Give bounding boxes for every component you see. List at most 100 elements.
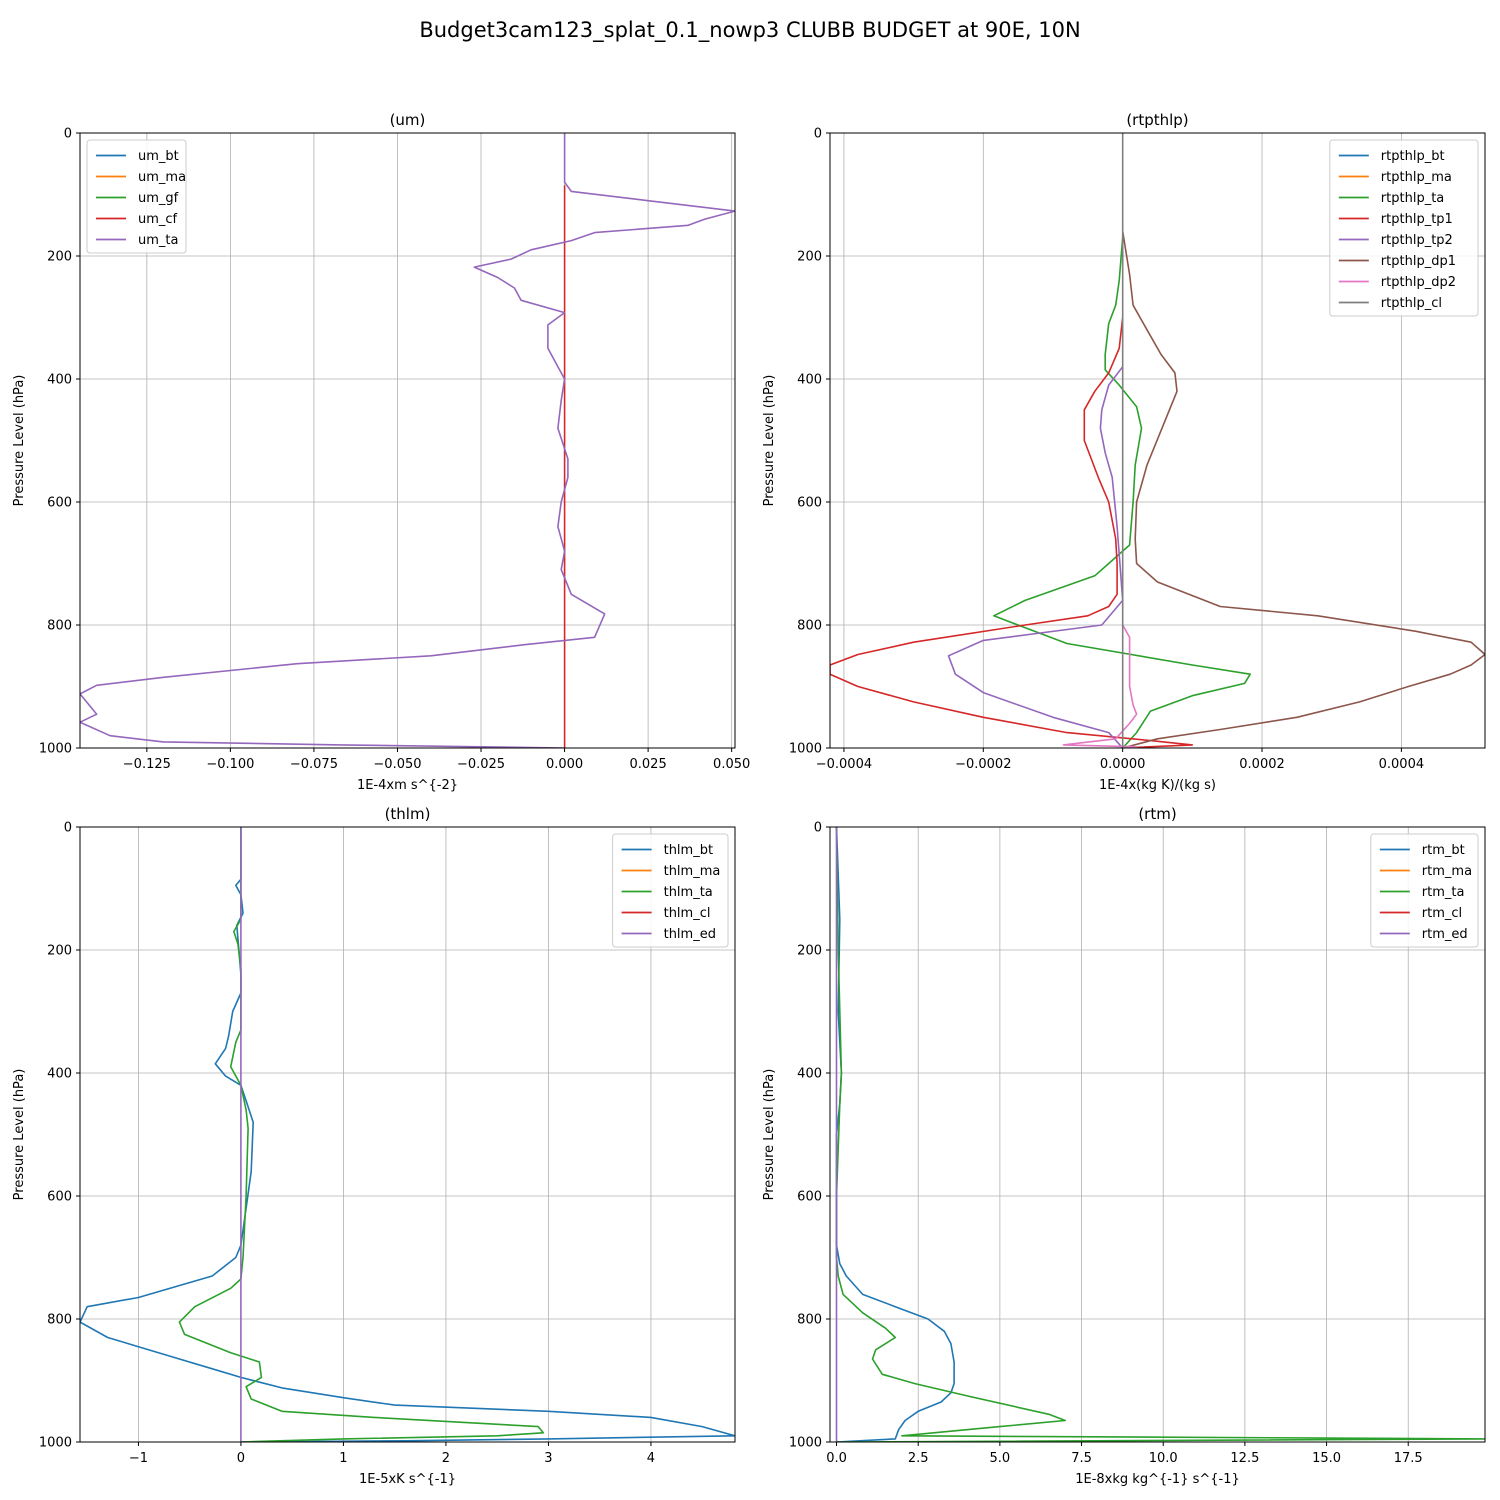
y-tick-label: 0 — [64, 127, 72, 142]
x-tick-label: −0.100 — [206, 757, 254, 772]
x-tick-label: 2 — [442, 1451, 450, 1466]
legend-label-rtpthlp_cl: rtpthlp_cl — [1381, 296, 1442, 311]
series-group — [80, 133, 735, 748]
x-tick-label: 17.5 — [1394, 1451, 1423, 1466]
legend-label-um_ma: um_ma — [138, 170, 186, 185]
x-tick-label: −0.025 — [457, 757, 505, 772]
series-group — [835, 827, 1485, 1442]
plot-frame — [829, 132, 1486, 749]
x-tick-label: 0.0002 — [1239, 757, 1285, 772]
x-tick-label: 4 — [647, 1451, 655, 1466]
y-tick-label: 200 — [47, 250, 72, 265]
y-tick-label: 800 — [47, 1313, 72, 1328]
series-group — [830, 133, 1485, 748]
series-line-thlm_ta — [178, 827, 545, 1442]
x-tick-label: 5.0 — [990, 1451, 1011, 1466]
y-axis-label: Pressure Level (hPa) — [12, 1069, 27, 1201]
chart-panel-2: −0.0004 −0.0002 0.0000 0.0002 0.0004 0 200 400 6… — [762, 111, 1486, 793]
y-axis-label: Pressure Level (hPa) — [762, 1069, 777, 1201]
y-tick-label: 600 — [47, 496, 72, 511]
figure-title: Budget3cam123_splat_0.1_nowp3 CLUBB BUDG… — [419, 18, 1080, 43]
legend-box — [1370, 833, 1479, 948]
legend-label-um_gf: um_gf — [138, 191, 179, 206]
chart-panel-3: −1 0 1 2 3 4 0 200 400 600 800 1000 (thlm) 1E-5xK s^{… — [12, 805, 736, 1487]
legend-label-rtpthlp_tp1: rtpthlp_tp1 — [1381, 212, 1453, 227]
y-tick-label: 1000 — [789, 742, 822, 757]
y-tick-label: 200 — [797, 944, 822, 959]
legend: rtpthlp_bt rtpthlp_ma rtpthlp_ta rtpthlp_tp… — [1329, 139, 1479, 317]
legend: rtm_bt rtm_ma rtm_ta rtm_cl rtm_ed — [1370, 833, 1479, 948]
series-line-rtpthlp_tp1 — [830, 317, 1194, 748]
x-tick-label: 0.025 — [630, 757, 667, 772]
legend-label-rtpthlp_tp2: rtpthlp_tp2 — [1381, 233, 1453, 248]
y-tick-label: 1000 — [789, 1436, 822, 1451]
y-tick-label: 800 — [797, 619, 822, 634]
series-line-rtpthlp_dp2 — [1062, 624, 1138, 748]
x-tick-label: 0.0 — [826, 1451, 847, 1466]
y-tick-label: 800 — [47, 619, 72, 634]
panel-title: (rtpthlp) — [1126, 111, 1188, 129]
x-tick-label: 12.5 — [1230, 1451, 1259, 1466]
series-line-rtm_ta — [835, 827, 1485, 1442]
x-tick-label: −0.050 — [373, 757, 421, 772]
x-tick-label: −1 — [129, 1451, 148, 1466]
legend-box — [86, 139, 187, 254]
x-tick-label: −0.075 — [290, 757, 338, 772]
legend-box — [612, 833, 729, 948]
plot-frame — [79, 132, 736, 749]
legend-label-thlm_ma: thlm_ma — [664, 864, 721, 879]
y-tick-label: 1000 — [39, 742, 72, 757]
legend-label-thlm_bt: thlm_bt — [664, 843, 713, 858]
x-tick-label: 3 — [544, 1451, 552, 1466]
x-tick-label: 0.000 — [546, 757, 583, 772]
y-tick-label: 600 — [47, 1190, 72, 1205]
chart-panel-1: −0.125 −0.100 −0.075 −0.050 −0.025 0.000 0.025… — [12, 111, 750, 793]
panel-title: (rtm) — [1138, 805, 1176, 823]
legend-label-rtpthlp_dp1: rtpthlp_dp1 — [1381, 254, 1456, 269]
x-tick-label: 0.0004 — [1379, 757, 1425, 772]
legend-label-um_cf: um_cf — [138, 212, 178, 227]
x-axis-label: 1E-4x(kg K)/(kg s) — [1099, 778, 1216, 793]
plot-frame — [829, 826, 1486, 1443]
legend-label-thlm_ed: thlm_ed — [664, 927, 716, 942]
y-tick-label: 600 — [797, 1190, 822, 1205]
x-tick-label: 1 — [339, 1451, 347, 1466]
x-tick-label: 0.0000 — [1100, 757, 1146, 772]
x-tick-label: 15.0 — [1312, 1451, 1341, 1466]
legend: um_bt um_ma um_gf um_cf um_ta — [86, 139, 187, 254]
legend-label-um_bt: um_bt — [138, 149, 179, 164]
series-line-um_ta — [80, 133, 735, 748]
panel-title: (thlm) — [385, 805, 431, 823]
x-tick-label: −0.0002 — [955, 757, 1011, 772]
legend-box — [1329, 139, 1479, 317]
legend-label-thlm_cl: thlm_cl — [664, 906, 711, 921]
y-axis-label: Pressure Level (hPa) — [12, 375, 27, 507]
y-tick-label: 400 — [797, 1067, 822, 1082]
y-tick-label: 400 — [797, 373, 822, 388]
y-tick-label: 0 — [64, 821, 72, 836]
legend-label-rtpthlp_bt: rtpthlp_bt — [1381, 149, 1445, 164]
legend-label-rtm_bt: rtm_bt — [1422, 843, 1465, 858]
panels: −0.125 −0.100 −0.075 −0.050 −0.025 0.000 0.025… — [12, 111, 1486, 1487]
x-tick-label: 0.050 — [713, 757, 750, 772]
legend-label-rtm_ed: rtm_ed — [1422, 927, 1468, 942]
x-axis-label: 1E-8xkg kg^{-1} s^{-1} — [1075, 1472, 1240, 1487]
y-axis-label: Pressure Level (hPa) — [762, 375, 777, 507]
legend-label-rtm_ta: rtm_ta — [1422, 885, 1465, 900]
plot-frame — [79, 826, 736, 1443]
legend-label-rtpthlp_dp2: rtpthlp_dp2 — [1381, 275, 1456, 290]
y-tick-label: 800 — [797, 1313, 822, 1328]
y-tick-label: 200 — [797, 250, 822, 265]
series-line-rtpthlp_dp1 — [1121, 231, 1485, 748]
y-tick-label: 600 — [797, 496, 822, 511]
x-axis-label: 1E-4xm s^{-2} — [357, 778, 458, 793]
legend-label-rtm_ma: rtm_ma — [1422, 864, 1472, 879]
x-tick-label: 2.5 — [908, 1451, 929, 1466]
y-tick-label: 0 — [814, 821, 822, 836]
y-tick-label: 400 — [47, 1067, 72, 1082]
legend-label-rtm_cl: rtm_cl — [1422, 906, 1462, 921]
x-tick-label: −0.0004 — [816, 757, 872, 772]
x-axis-label: 1E-5xK s^{-1} — [359, 1472, 456, 1487]
series-line-rtm_bt — [835, 827, 955, 1442]
